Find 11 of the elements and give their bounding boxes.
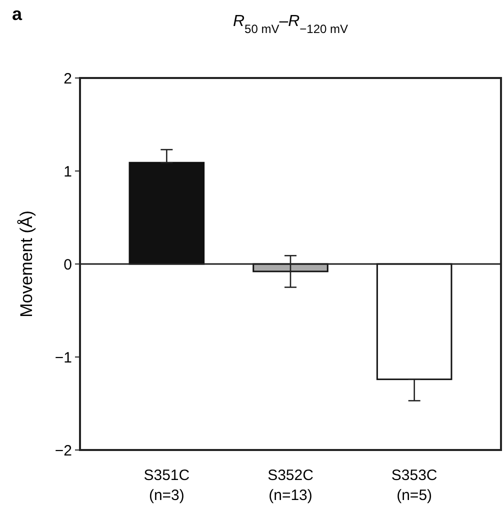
x-tick-label: S352C (n=13) — [268, 467, 314, 504]
y-tick-label: −1 — [54, 349, 72, 366]
x-tick-label: S353C (n=5) — [391, 467, 438, 504]
chart-title: R$_{50 mV}$–R$_{−120 mV}$ — [232, 13, 348, 36]
y-tick-label: 0 — [64, 256, 72, 274]
y-tick-label: 1 — [64, 163, 72, 180]
y-tick-label: 2 — [64, 70, 72, 88]
y-tick-label: −2 — [54, 442, 72, 460]
y-axis-title: Movement (Å) — [17, 210, 36, 318]
text: a — [12, 4, 23, 24]
x-tick-label: S351C (n=3) — [144, 467, 190, 504]
